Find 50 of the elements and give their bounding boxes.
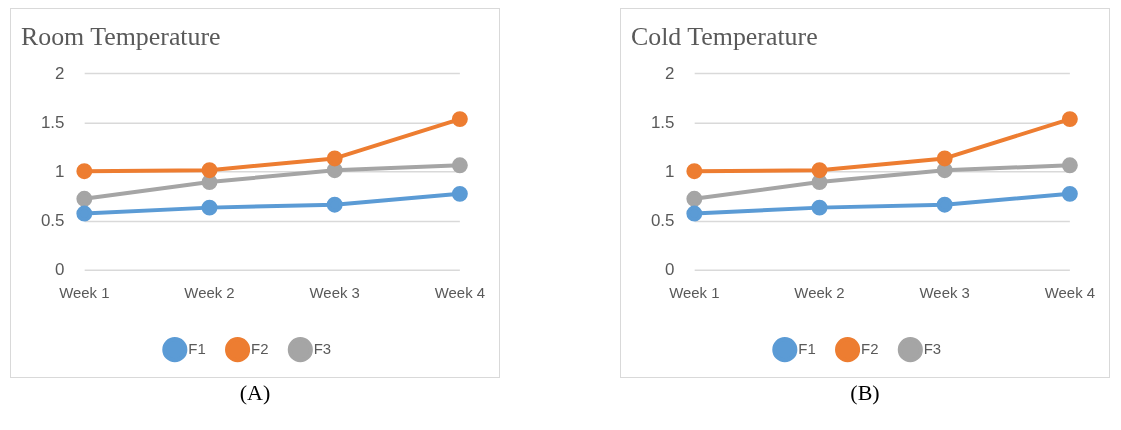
y-tick-label: 1 [55,161,65,181]
chart-title: Cold Temperature [630,22,818,52]
x-tick-label: Week 3 [309,283,360,301]
point [326,150,343,167]
x-tick-label: Week 2 [184,283,235,301]
point [451,157,468,174]
point [686,205,703,222]
legend-label: F2 [251,339,269,357]
point [686,190,703,207]
point [686,163,703,180]
point [811,162,828,179]
point [201,162,218,179]
x-tick-label: Week 4 [434,283,486,301]
chart-title: Room Temperature [20,22,221,52]
point [201,199,218,216]
point [1061,185,1078,202]
point [76,205,93,222]
x-tick-label: Week 3 [919,283,970,301]
y-tick-label: 0.5 [40,211,65,231]
x-tick-label: Week 1 [59,283,110,301]
text: (B) [850,380,880,406]
legend-label: F1 [188,339,206,357]
legend-label: F1 [798,339,816,357]
point [326,196,343,213]
text: (A) [239,380,271,406]
y-tick-label: 0 [55,260,65,280]
x-tick-label: Week 4 [1044,283,1096,301]
y-tick-label: 2 [665,63,675,83]
point [76,163,93,180]
legend-label: F3 [923,339,942,357]
x-tick-label: Week 1 [669,283,720,301]
y-tick-label: 0.5 [650,211,675,231]
y-tick-label: 0 [665,260,675,280]
x-tick-label: Week 2 [794,283,845,301]
point [936,162,953,179]
legend-label: F3 [313,339,332,357]
legend-label: F2 [861,339,879,357]
y-tick-label: 1 [665,161,675,181]
point [936,150,953,167]
point [811,199,828,216]
point [451,185,468,202]
point [1061,111,1078,128]
point [76,190,93,207]
y-tick-label: 1.5 [40,112,65,132]
point [1061,157,1078,174]
point [936,196,953,213]
y-tick-label: 2 [55,63,65,83]
y-tick-label: 1.5 [650,112,675,132]
point [326,162,343,179]
point [451,111,468,128]
